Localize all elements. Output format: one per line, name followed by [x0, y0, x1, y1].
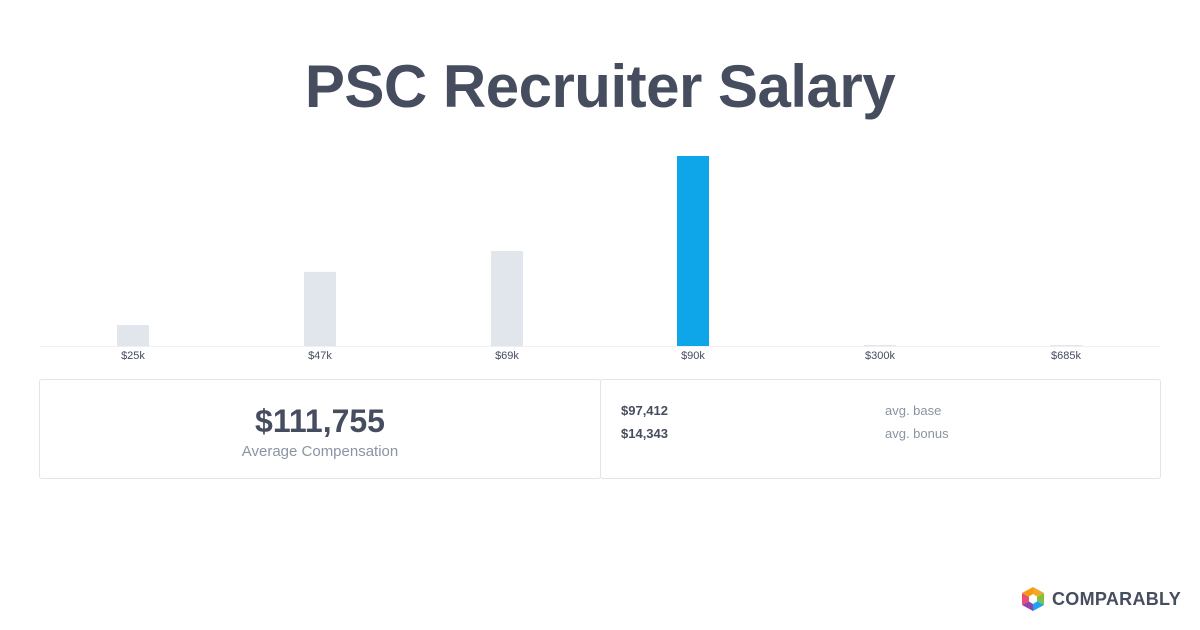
- breakdown-row: $97,412 avg. base: [621, 403, 1141, 423]
- breakdown-value: $14,343: [621, 426, 668, 441]
- x-tick-label: $90k: [681, 350, 705, 362]
- breakdown-label: avg. base: [885, 403, 942, 418]
- x-tick-label: $47k: [308, 350, 332, 362]
- brand-name: COMPARABLY: [1052, 588, 1182, 609]
- brand-logo: COMPARABLY: [1020, 586, 1181, 612]
- x-tick-label: $685k: [1051, 350, 1081, 362]
- salary-chart-svg: $25k $47k $69k $90k $300k $685k: [40, 156, 1160, 362]
- breakdown-value: $97,412: [621, 403, 668, 418]
- compensation-breakdown-card: $97,412 avg. base $14,343 avg. bonus: [600, 379, 1161, 479]
- salary-bar: [864, 345, 896, 346]
- average-compensation-value: $111,755: [255, 403, 385, 439]
- comparably-logo-icon: [1022, 587, 1044, 611]
- salary-chart: $25k $47k $69k $90k $300k $685k: [0, 140, 1200, 375]
- x-tick-label: $300k: [865, 350, 895, 362]
- average-compensation-card: $111,755 Average Compensation: [39, 379, 601, 479]
- x-tick-label: $69k: [495, 350, 519, 362]
- page-title: PSC Recruiter Salary: [304, 53, 896, 120]
- salary-bar: [1050, 345, 1082, 346]
- salary-bar: [304, 271, 336, 346]
- x-tick-label: $25k: [121, 350, 145, 362]
- breakdown-label: avg. bonus: [885, 426, 949, 441]
- average-compensation-label: Average Compensation: [241, 443, 399, 460]
- salary-bar: [117, 325, 149, 346]
- breakdown-row: $14,343 avg. bonus: [621, 426, 1141, 446]
- salary-bar: [677, 156, 709, 346]
- salary-bar: [491, 251, 523, 346]
